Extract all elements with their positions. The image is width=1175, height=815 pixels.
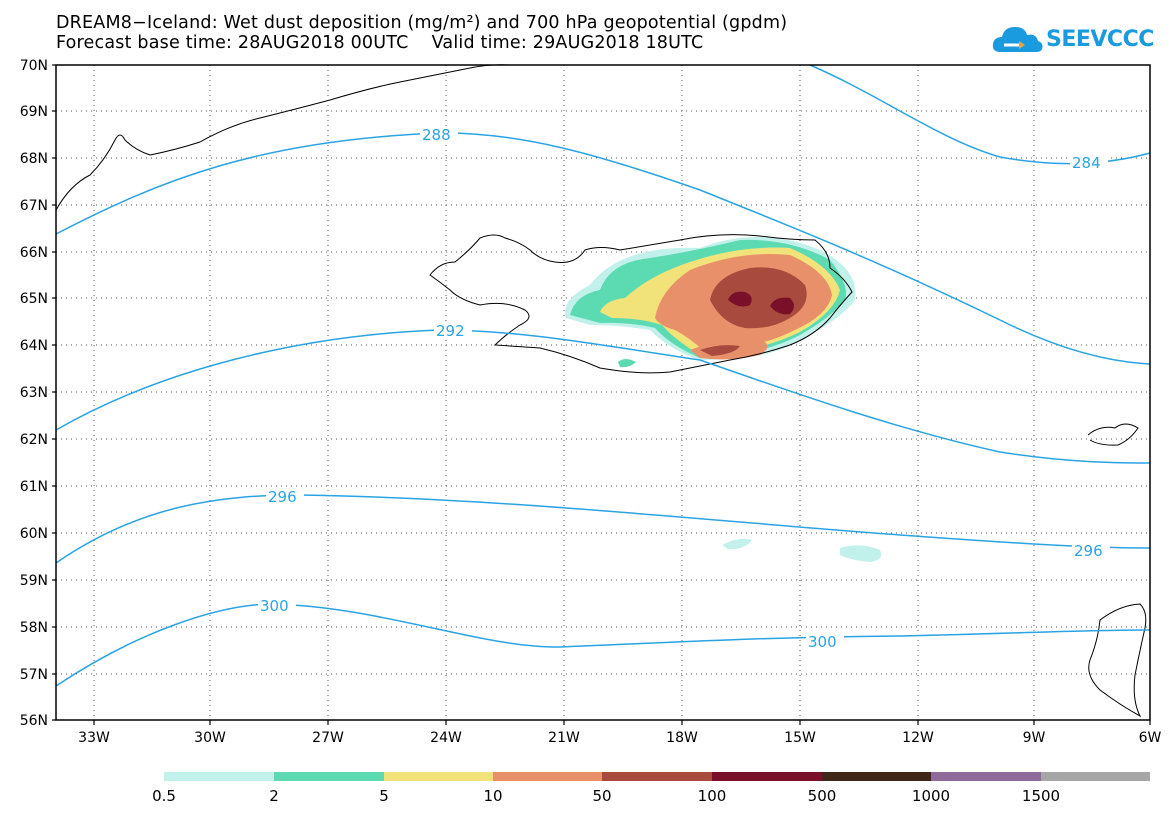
map-subtitle: Forecast base time: 28AUG2018 00UTC Vali… xyxy=(56,33,704,53)
contour-label-284: 284 xyxy=(1072,154,1101,172)
contour-296 xyxy=(55,494,1151,564)
colorbar-label: 50 xyxy=(592,787,612,805)
cloud-icon xyxy=(992,27,1043,52)
longitude-labels: 33W 30W 27W 24W 21W 18W 15W 12W 9W 6W xyxy=(78,730,1161,746)
contour-label-296-east: 296 xyxy=(1074,542,1103,560)
map-title: DREAM8−Iceland: Wet dust deposition (mg/… xyxy=(56,13,788,33)
contour-300 xyxy=(55,603,1151,687)
dust-level-100b xyxy=(770,297,794,315)
lat-label: 61N xyxy=(20,479,48,495)
colorbar-swatch xyxy=(931,772,1041,781)
lat-label: 63N xyxy=(20,385,48,401)
lon-label: 27W xyxy=(312,730,344,746)
dust-south-coast-dark xyxy=(700,345,740,356)
lat-label: 65N xyxy=(20,291,48,307)
contour-288 xyxy=(55,132,1151,365)
colorbar-label: 2 xyxy=(269,787,279,805)
lat-label: 56N xyxy=(20,713,48,729)
lat-label: 68N xyxy=(20,151,48,167)
lat-label: 70N xyxy=(20,58,48,74)
lon-label: 9W xyxy=(1023,730,1046,746)
contour-label-296-west: 296 xyxy=(268,488,297,506)
greenland-coast xyxy=(55,64,511,211)
contour-label-300-east: 300 xyxy=(808,633,837,651)
latitude-labels: 70N 69N 68N 67N 66N 65N 64N 63N 62N 61N … xyxy=(20,58,48,729)
colorbar-swatch xyxy=(384,772,493,781)
geopotential-contours xyxy=(55,64,1151,687)
lon-label: 12W xyxy=(902,730,934,746)
dust-patch-3 xyxy=(840,545,882,562)
lat-label: 69N xyxy=(20,104,48,120)
lat-label: 59N xyxy=(20,573,48,589)
contour-labels: 288 284 292 296 296 300 300 xyxy=(258,126,1110,651)
colorbar-label: 5 xyxy=(379,787,389,805)
lat-label: 57N xyxy=(20,667,48,683)
lon-label: 18W xyxy=(666,730,698,746)
lat-label: 62N xyxy=(20,432,48,448)
lat-label: 66N xyxy=(20,245,48,261)
colorbar-label: 0.5 xyxy=(152,787,176,805)
dust-patch-1 xyxy=(618,359,636,368)
colorbar-label: 500 xyxy=(807,787,837,805)
dust-deposition-field xyxy=(565,236,882,562)
colorbar xyxy=(164,772,1150,781)
contour-label-288: 288 xyxy=(422,126,451,144)
lon-label: 24W xyxy=(430,730,462,746)
colorbar-swatch xyxy=(493,772,602,781)
lat-label: 67N xyxy=(20,198,48,214)
colorbar-label: 10 xyxy=(483,787,503,805)
contour-label-300-west: 300 xyxy=(260,597,289,615)
colorbar-swatch xyxy=(1041,772,1150,781)
scotland-coast xyxy=(1088,603,1147,718)
lat-label: 58N xyxy=(20,620,48,636)
coastlines xyxy=(55,64,1147,718)
lon-label: 30W xyxy=(194,730,226,746)
lat-label: 60N xyxy=(20,526,48,542)
contour-284 xyxy=(809,64,1151,165)
lon-label: 6W xyxy=(1139,730,1162,746)
contour-label-292: 292 xyxy=(436,322,465,340)
faroe-islands xyxy=(1087,423,1139,446)
dust-patch-2 xyxy=(722,538,752,550)
contour-292 xyxy=(55,329,1151,464)
colorbar-swatch xyxy=(712,772,822,781)
graticule xyxy=(56,65,1150,720)
dust-level-100a xyxy=(728,291,752,307)
lon-label: 21W xyxy=(548,730,580,746)
seevccc-logo: SEEVCCC xyxy=(990,20,1154,60)
colorbar-swatch xyxy=(822,772,931,781)
colorbar-label: 1000 xyxy=(911,787,951,805)
colorbar-label: 100 xyxy=(697,787,727,805)
lon-label: 33W xyxy=(78,730,110,746)
colorbar-swatch xyxy=(164,772,274,781)
colorbar-label: 1500 xyxy=(1021,787,1061,805)
colorbar-swatch xyxy=(602,772,712,781)
lat-label: 64N xyxy=(20,338,48,354)
iceland-coast xyxy=(429,234,853,374)
map-frame xyxy=(55,64,1151,721)
colorbar-swatch xyxy=(274,772,384,781)
logo-text: SEEVCCC xyxy=(1046,27,1154,52)
lon-label: 15W xyxy=(784,730,816,746)
